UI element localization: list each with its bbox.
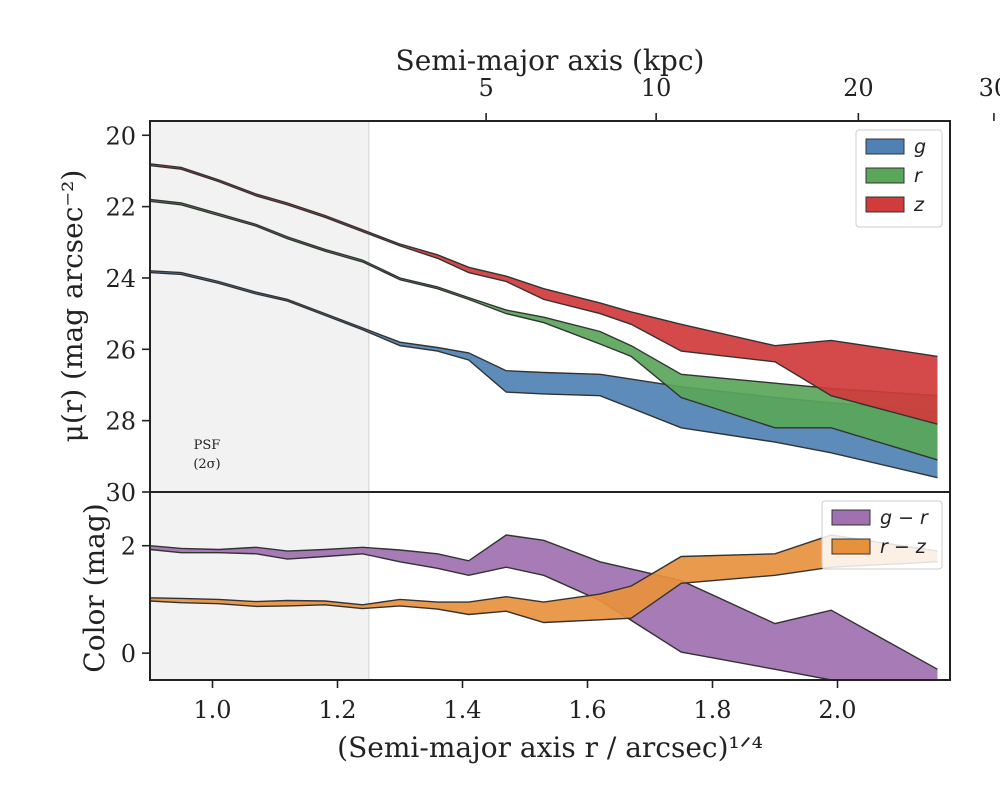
profile-legend-label: g (914, 136, 926, 158)
color-band-1 (150, 535, 938, 623)
color-legend-label: r − z (880, 536, 927, 558)
x-axis-tick-label: 1.8 (693, 696, 731, 724)
color-legend-label: g − r (880, 507, 929, 529)
psf-sigma-label: (2σ) (193, 457, 220, 472)
psf-shaded-region (150, 121, 369, 492)
profile-band-0-lower-edge (150, 271, 938, 479)
profile-band-1-upper-edge (150, 198, 938, 397)
profile-y-tick-label: 26 (105, 336, 136, 364)
color-band-0-upper-edge (150, 534, 938, 670)
color-band-1-lower-edge (150, 561, 938, 624)
x-axis-tick-label: 2.0 (818, 696, 856, 724)
top-axis-tick-label: 30 (979, 74, 1000, 102)
color-y-tick-label: 0 (121, 640, 136, 668)
x-axis-tick-label: 1.2 (318, 696, 356, 724)
profile-y-tick-label: 22 (105, 194, 136, 222)
profile-y-axis-label: μ(r) (mag arcsec⁻²) (56, 170, 89, 443)
color-y-tick-label: 2 (121, 533, 136, 561)
color-legend-swatch (831, 538, 871, 555)
color-y-ticks: 02 (121, 533, 150, 668)
color-band-0 (150, 535, 938, 680)
profile-legend-swatch (865, 138, 905, 155)
color-legend: g − r r − z (821, 500, 943, 570)
profile-y-tick-label: 24 (105, 265, 136, 293)
x-axis-label: (Semi-major axis r / arcsec)¹ᐟ⁴ (337, 731, 763, 764)
x-axis-tick-label: 1.0 (193, 696, 231, 724)
profile-y-tick-label: 28 (105, 408, 136, 436)
top-axis-tick-label: 5 (478, 74, 493, 102)
color-frame (149, 491, 951, 681)
profile-band-2 (150, 163, 938, 425)
x-axis-tick-label: 1.6 (568, 696, 606, 724)
profile-y-ticks: 20 22 24 26 28 30 (105, 122, 150, 507)
profile-legend: grz (855, 129, 943, 228)
top-axis-tick-label: 10 (641, 74, 672, 102)
psf-label: PSF (194, 438, 221, 453)
profile-y-tick-label: 30 (105, 479, 136, 507)
color-y-axis-label: Color (mag) (78, 503, 111, 672)
color-panel: 1.0 1.2 1.4 1.6 1.8 2.0 02 g − rr − z (121, 491, 951, 724)
color-legend-swatch (831, 509, 871, 526)
color-band-0-lower-edge (150, 548, 938, 680)
profile-band-1-lower-edge (150, 200, 938, 461)
profile-legend-swatch (865, 196, 905, 213)
top-axis-title: Semi-major axis (kpc) (396, 44, 705, 77)
profile-legend-label: r (914, 165, 923, 187)
profile-legend-swatch (865, 167, 905, 184)
profile-y-tick-label: 20 (105, 122, 136, 150)
profile-bands (150, 163, 938, 479)
top-axis-tick-label: 20 (843, 74, 874, 102)
psf-shaded-region-color (150, 492, 369, 680)
profile-band-2-lower-edge (150, 164, 938, 425)
top-axis-ticks: 51020305075100 (478, 74, 1000, 121)
profile-band-2-upper-edge (150, 163, 938, 358)
x-axis-tick-label: 1.4 (443, 696, 481, 724)
x-axis-ticks: 1.0 1.2 1.4 1.6 1.8 2.0 (193, 680, 857, 724)
color-band-1-upper-edge (150, 534, 938, 606)
color-bands (150, 534, 938, 680)
profile-legend-label: z (913, 194, 925, 216)
profile-band-1 (150, 199, 938, 460)
